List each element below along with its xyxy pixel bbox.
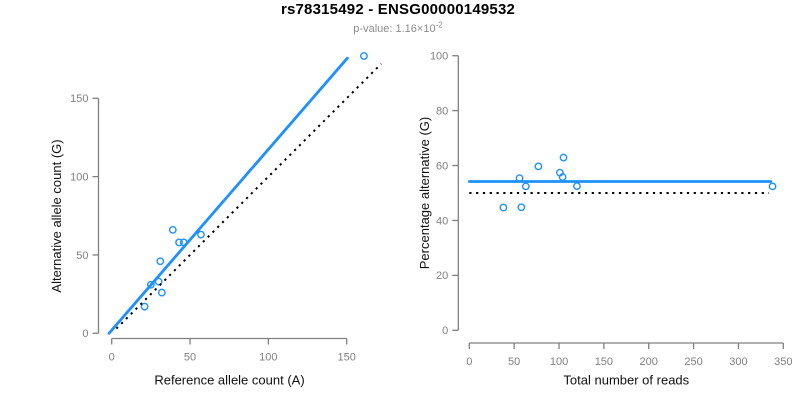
y-tick-label: 60 xyxy=(436,160,448,172)
data-point xyxy=(360,52,368,60)
data-point xyxy=(573,182,581,191)
data-point xyxy=(517,203,526,212)
y-tick-label: 100 xyxy=(70,171,88,183)
figure-subtitle: p-value: 1.16×10-2 xyxy=(0,20,796,35)
x-axis-title: Total number of reads xyxy=(563,373,689,388)
panel-left: 0 50 100 150 0 50 100 150 Reference allele count… xyxy=(49,52,382,388)
panel-right: 0 20 40 60 80 100 0 50 100 150 200 250 300 350 Total n… xyxy=(417,51,792,388)
x-tick-label: 50 xyxy=(184,352,196,364)
x-tick-label: 300 xyxy=(729,356,747,368)
x-tick-label: 100 xyxy=(550,356,568,368)
x-tick-label: 350 xyxy=(774,356,792,368)
x-tick-label: 150 xyxy=(595,356,613,368)
y-tick-label: 80 xyxy=(436,105,448,117)
data-point xyxy=(521,182,530,191)
reference-dotted-line xyxy=(115,63,382,330)
x-tick-label: 0 xyxy=(466,356,472,368)
fit-line xyxy=(107,56,349,335)
y-tick-label: 100 xyxy=(430,51,448,63)
x-tick-label: 150 xyxy=(338,352,356,364)
x-tick-label: 50 xyxy=(508,356,520,368)
figure-title: rs78315492 - ENSG00000149532 xyxy=(280,1,516,18)
data-point xyxy=(140,302,149,311)
data-point xyxy=(768,182,777,191)
y-axis-title: Percentage alternative (G) xyxy=(417,117,432,269)
y-tick-label: 50 xyxy=(76,250,88,262)
data-point xyxy=(168,225,177,234)
data-point xyxy=(146,280,155,289)
pvalue-label: p-value: xyxy=(353,23,396,35)
x-axis-title: Reference allele count (A) xyxy=(154,373,304,388)
y-tick-label: 150 xyxy=(70,93,88,105)
data-point xyxy=(156,257,165,266)
data-point xyxy=(559,153,568,162)
x-tick-label: 100 xyxy=(259,352,277,364)
data-point xyxy=(197,230,205,239)
y-tick-label: 0 xyxy=(442,325,448,337)
pvalue-exponent: -2 xyxy=(435,20,443,30)
y-tick-label: 0 xyxy=(82,328,88,340)
y-axis-title: Alternative allele count (G) xyxy=(49,139,64,292)
x-tick-label: 0 xyxy=(109,352,115,364)
data-point xyxy=(157,288,166,297)
data-point xyxy=(175,238,183,247)
pvalue-base: 1.16×10 xyxy=(395,23,436,35)
x-tick-label: 250 xyxy=(684,356,702,368)
y-tick-label: 40 xyxy=(436,215,448,227)
data-point xyxy=(534,162,543,171)
x-tick-label: 200 xyxy=(640,356,658,368)
y-tick-label: 20 xyxy=(436,270,448,282)
data-point xyxy=(499,203,508,212)
